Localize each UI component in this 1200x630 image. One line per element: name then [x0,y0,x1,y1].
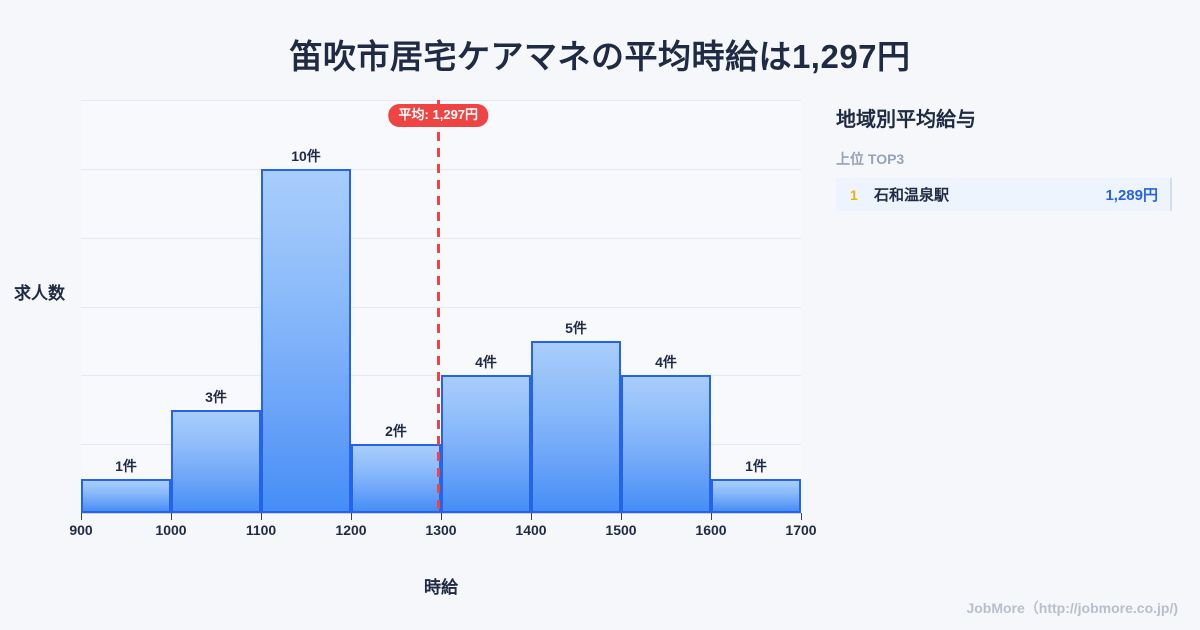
bar-value-label: 10件 [291,147,321,164]
rank-value: 1,289円 [1105,187,1158,204]
average-line [436,100,440,513]
x-axis-tick [531,513,532,520]
rank-list: 1 石和温泉駅 1,289円 [836,178,1172,211]
bar-value-label: 4件 [655,354,677,371]
bar [81,478,171,513]
x-axis-tick [351,513,352,520]
x-axis-tick-label: 900 [69,522,93,538]
bar [351,444,441,513]
bar-value-label: 1件 [745,457,767,474]
footer-credit: JobMore（http://jobmore.co.jp/) [966,600,1178,616]
x-axis-tick-label: 1100 [245,522,277,538]
gridline [81,168,801,170]
x-axis-tick [801,513,802,520]
chart-panel: 笛吹市居宅ケアマネの平均時給は1,297円 求人数 時給 1件 3件 10件 2件 4件… [14,38,910,597]
page-title: 笛吹市居宅ケアマネの平均時給は1,297円 [289,38,911,75]
gridline [81,237,801,239]
gridline [81,306,801,308]
x-axis-tick-label: 1200 [335,522,367,538]
bar-value-label: 1件 [115,457,137,474]
bar [171,409,261,513]
rank-row[interactable]: 1 石和温泉駅 1,289円 [836,178,1172,211]
side-panel: 地域別平均給与 上位 TOP3 1 石和温泉駅 1,289円 [836,0,1200,630]
bar [531,340,621,513]
bar [711,478,801,513]
x-axis-tick-label: 1300 [425,522,457,538]
rank-station-name: 石和温泉駅 [874,187,950,204]
bar [621,375,711,513]
x-axis-tick [711,513,712,520]
bar-value-label: 5件 [565,319,587,336]
x-axis-tick [621,513,622,520]
gridline [81,100,801,101]
x-axis-tick [171,513,172,520]
bar [261,168,351,513]
x-axis-tick-label: 1500 [605,522,637,538]
y-axis-title: 求人数 [14,284,65,303]
side-panel-title: 地域別平均給与 [836,109,976,131]
x-axis-title: 時給 [424,578,458,597]
x-axis-tick [261,513,262,520]
x-axis-tick-label: 1600 [695,522,727,538]
bar-value-label: 4件 [475,354,497,371]
x-axis-tick-label: 1400 [515,522,547,538]
x-axis-tick [441,513,442,520]
bar-value-label: 2件 [385,423,407,440]
x-axis-tick-label: 1700 [785,522,817,538]
x-axis-tick-label: 1000 [155,522,187,538]
bar [441,375,531,513]
bar-value-label: 3件 [205,388,227,405]
x-axis-tick [81,513,82,520]
rank-number: 1 [850,186,858,203]
average-badge: 平均: 1,297円 [388,104,489,128]
side-panel-subtitle: 上位 TOP3 [836,151,905,167]
